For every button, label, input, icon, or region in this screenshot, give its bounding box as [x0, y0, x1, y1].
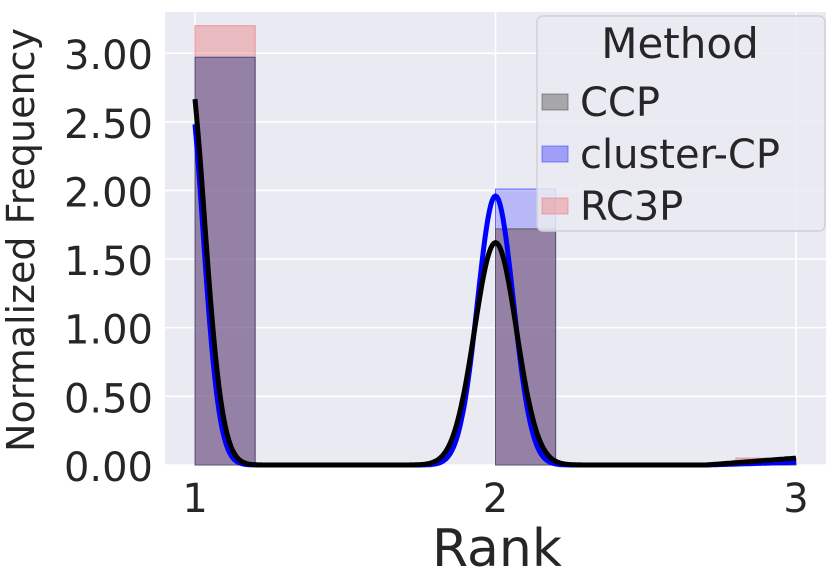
- y-tick-label: 1.00: [64, 308, 153, 354]
- y-tick-label: 1.50: [64, 239, 153, 285]
- y-tick-label: 3.00: [64, 33, 153, 79]
- x-tick-label: 1: [182, 476, 207, 522]
- y-tick-label: 0.50: [64, 376, 153, 422]
- x-tick-labels: 1 2 3: [182, 476, 808, 522]
- y-tick-label: 2.50: [64, 102, 153, 148]
- y-tick-label: 0.00: [64, 445, 153, 491]
- y-tick-labels: 0.00 0.50 1.00 1.50 2.00 2.50 3.00: [64, 33, 153, 491]
- bar-ccp: [194, 56, 256, 466]
- kde-line-ccp: [192, 98, 797, 468]
- legend-swatch-cluster-cp: [541, 145, 569, 163]
- x-axis-label: Rank: [432, 519, 562, 569]
- density-curves: [192, 98, 797, 468]
- legend-swatch-rc3p: [541, 197, 569, 215]
- legend-frame: [536, 15, 826, 232]
- legend-label-cluster-cp: cluster-CP: [580, 132, 780, 178]
- legend: Method CCP cluster-CP RC3P: [536, 15, 826, 232]
- x-tick-label: 3: [783, 476, 808, 522]
- legend-title: Method: [601, 19, 759, 68]
- legend-swatch-ccp: [541, 93, 569, 111]
- legend-label-ccp: CCP: [580, 80, 660, 126]
- y-axis-label: Normalized Frequency: [0, 28, 43, 452]
- y-tick-label: 2.00: [64, 170, 153, 216]
- x-tick-label: 2: [483, 476, 508, 522]
- legend-label-rc3p: RC3P: [580, 184, 683, 230]
